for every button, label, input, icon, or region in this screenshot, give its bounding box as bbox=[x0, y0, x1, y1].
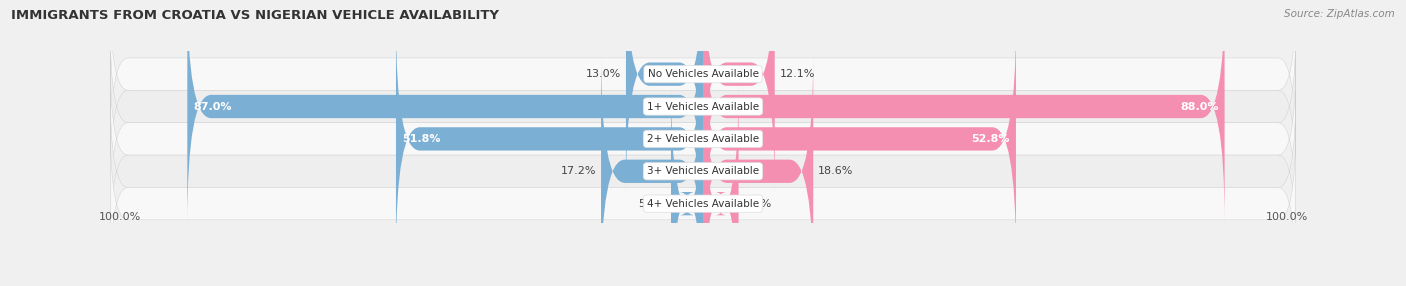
Text: 100.0%: 100.0% bbox=[1265, 212, 1308, 223]
FancyBboxPatch shape bbox=[110, 25, 1296, 187]
Text: 100.0%: 100.0% bbox=[98, 212, 141, 223]
FancyBboxPatch shape bbox=[110, 90, 1296, 252]
FancyBboxPatch shape bbox=[110, 123, 1296, 285]
FancyBboxPatch shape bbox=[703, 86, 738, 286]
Text: 17.2%: 17.2% bbox=[561, 166, 596, 176]
Text: 18.6%: 18.6% bbox=[818, 166, 853, 176]
Text: 1+ Vehicles Available: 1+ Vehicles Available bbox=[647, 102, 759, 112]
FancyBboxPatch shape bbox=[187, 0, 703, 225]
FancyBboxPatch shape bbox=[703, 0, 1225, 225]
Text: 51.8%: 51.8% bbox=[402, 134, 440, 144]
Text: IMMIGRANTS FROM CROATIA VS NIGERIAN VEHICLE AVAILABILITY: IMMIGRANTS FROM CROATIA VS NIGERIAN VEHI… bbox=[11, 9, 499, 21]
Legend: Immigrants from Croatia, Nigerian: Immigrants from Croatia, Nigerian bbox=[571, 284, 835, 286]
Text: 6.0%: 6.0% bbox=[744, 199, 772, 209]
FancyBboxPatch shape bbox=[703, 0, 775, 192]
FancyBboxPatch shape bbox=[626, 0, 703, 192]
Text: 52.8%: 52.8% bbox=[972, 134, 1010, 144]
Text: 3+ Vehicles Available: 3+ Vehicles Available bbox=[647, 166, 759, 176]
FancyBboxPatch shape bbox=[703, 53, 813, 286]
Text: 88.0%: 88.0% bbox=[1180, 102, 1219, 112]
Text: 5.4%: 5.4% bbox=[638, 199, 666, 209]
Text: 12.1%: 12.1% bbox=[779, 69, 815, 79]
Text: No Vehicles Available: No Vehicles Available bbox=[648, 69, 758, 79]
Text: 87.0%: 87.0% bbox=[193, 102, 232, 112]
Text: 13.0%: 13.0% bbox=[586, 69, 621, 79]
FancyBboxPatch shape bbox=[396, 21, 703, 257]
FancyBboxPatch shape bbox=[600, 53, 703, 286]
Text: 4+ Vehicles Available: 4+ Vehicles Available bbox=[647, 199, 759, 209]
FancyBboxPatch shape bbox=[110, 58, 1296, 220]
Text: 2+ Vehicles Available: 2+ Vehicles Available bbox=[647, 134, 759, 144]
Text: Source: ZipAtlas.com: Source: ZipAtlas.com bbox=[1284, 9, 1395, 19]
FancyBboxPatch shape bbox=[110, 0, 1296, 155]
FancyBboxPatch shape bbox=[671, 86, 703, 286]
FancyBboxPatch shape bbox=[703, 21, 1017, 257]
